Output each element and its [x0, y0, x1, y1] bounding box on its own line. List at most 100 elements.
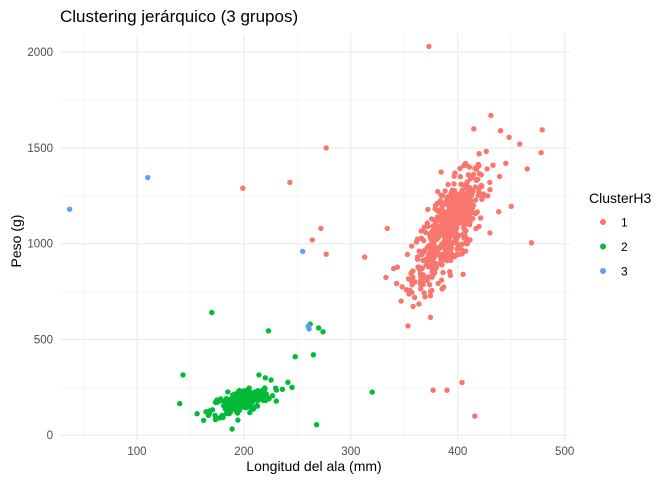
- point-cluster-2: [310, 352, 317, 358]
- point-cluster-1: [473, 225, 479, 232]
- point-cluster-1: [440, 269, 446, 276]
- point-cluster-2: [268, 377, 274, 383]
- point-cluster-1: [538, 150, 544, 156]
- point-cluster-2: [265, 328, 272, 334]
- point-cluster-2: [248, 406, 255, 413]
- point-cluster-1: [445, 181, 451, 188]
- point-cluster-1: [439, 204, 445, 211]
- point-cluster-3: [66, 206, 73, 212]
- point-cluster-1: [412, 279, 418, 285]
- point-cluster-1: [472, 184, 478, 190]
- point-cluster-1: [488, 112, 494, 119]
- point-cluster-1: [451, 181, 457, 187]
- legend: ClusterH3 1 2 3: [589, 190, 651, 279]
- point-cluster-1: [463, 228, 469, 234]
- point-cluster-2: [279, 386, 286, 392]
- point-cluster-1: [405, 276, 412, 282]
- point-cluster-1: [405, 323, 411, 329]
- point-cluster-1: [506, 134, 512, 141]
- point-cluster-1: [508, 203, 514, 210]
- point-cluster-1: [435, 280, 441, 287]
- point-cluster-1: [435, 208, 441, 214]
- point-cluster-1: [452, 238, 458, 245]
- point-cluster-2: [256, 372, 262, 378]
- y-axis-title: Peso (g): [8, 215, 24, 268]
- point-cluster-2: [262, 385, 268, 391]
- point-cluster-1: [240, 185, 246, 191]
- point-cluster-1: [384, 225, 390, 232]
- point-cluster-1: [435, 188, 441, 195]
- point-cluster-1: [448, 251, 455, 257]
- point-cluster-2: [316, 325, 322, 331]
- point-cluster-1: [318, 225, 324, 232]
- point-cluster-1: [421, 224, 427, 230]
- point-cluster-2: [177, 400, 183, 407]
- legend-label-2: 2: [621, 240, 628, 254]
- point-cluster-2: [194, 411, 200, 417]
- point-cluster-1: [479, 183, 485, 189]
- point-cluster-1: [457, 198, 463, 204]
- point-cluster-1: [484, 166, 490, 172]
- point-cluster-1: [483, 148, 489, 155]
- point-cluster-2: [285, 379, 291, 385]
- point-cluster-1: [416, 301, 422, 307]
- point-cluster-1: [485, 193, 491, 199]
- point-cluster-2: [218, 396, 224, 402]
- point-cluster-2: [220, 414, 226, 420]
- point-cluster-2: [212, 412, 218, 419]
- point-cluster-1: [420, 257, 426, 264]
- point-cluster-1: [404, 251, 411, 258]
- point-cluster-1: [480, 194, 486, 200]
- point-cluster-2: [252, 389, 258, 395]
- point-cluster-2: [200, 417, 207, 424]
- point-cluster-1: [433, 237, 440, 243]
- point-cluster-1: [454, 206, 461, 213]
- point-cluster-1: [383, 274, 389, 281]
- point-cluster-1: [449, 195, 455, 201]
- point-cluster-1: [422, 247, 428, 253]
- point-cluster-1: [458, 211, 464, 217]
- point-cluster-1: [429, 216, 435, 222]
- point-cluster-3: [145, 174, 151, 181]
- point-cluster-1: [452, 170, 458, 176]
- point-cluster-1: [451, 229, 457, 235]
- legend-key-1: [600, 219, 606, 225]
- x-tick-label: 200: [234, 446, 253, 458]
- point-cluster-2: [250, 398, 256, 405]
- point-cluster-1: [435, 245, 441, 252]
- point-cluster-1: [427, 244, 433, 250]
- point-cluster-1: [418, 228, 424, 234]
- point-cluster-1: [323, 251, 329, 257]
- point-cluster-2: [224, 398, 230, 405]
- point-cluster-1: [444, 387, 450, 393]
- point-cluster-1: [420, 281, 426, 288]
- point-cluster-1: [441, 241, 448, 247]
- point-cluster-1: [426, 257, 432, 263]
- point-cluster-1: [454, 194, 461, 200]
- point-cluster-1: [459, 379, 465, 386]
- point-cluster-2: [273, 398, 279, 404]
- point-cluster-1: [406, 291, 412, 297]
- y-tick-label: 1000: [27, 239, 53, 251]
- data-points: [66, 43, 545, 432]
- point-cluster-1: [429, 287, 435, 294]
- point-cluster-2: [222, 406, 229, 412]
- point-cluster-2: [235, 417, 241, 423]
- point-cluster-1: [469, 205, 475, 211]
- point-cluster-1: [449, 220, 455, 226]
- point-cluster-2: [231, 396, 237, 402]
- legend-items: 1 2 3: [600, 216, 628, 279]
- point-cluster-2: [180, 372, 186, 378]
- point-cluster-1: [464, 201, 470, 208]
- point-cluster-2: [209, 407, 216, 413]
- point-cluster-1: [414, 254, 421, 260]
- point-cluster-1: [422, 229, 429, 236]
- point-cluster-2: [209, 309, 215, 316]
- point-cluster-1: [472, 197, 479, 203]
- point-cluster-1: [439, 286, 445, 292]
- point-cluster-1: [477, 215, 484, 221]
- point-cluster-1: [430, 232, 436, 239]
- point-cluster-1: [433, 227, 439, 234]
